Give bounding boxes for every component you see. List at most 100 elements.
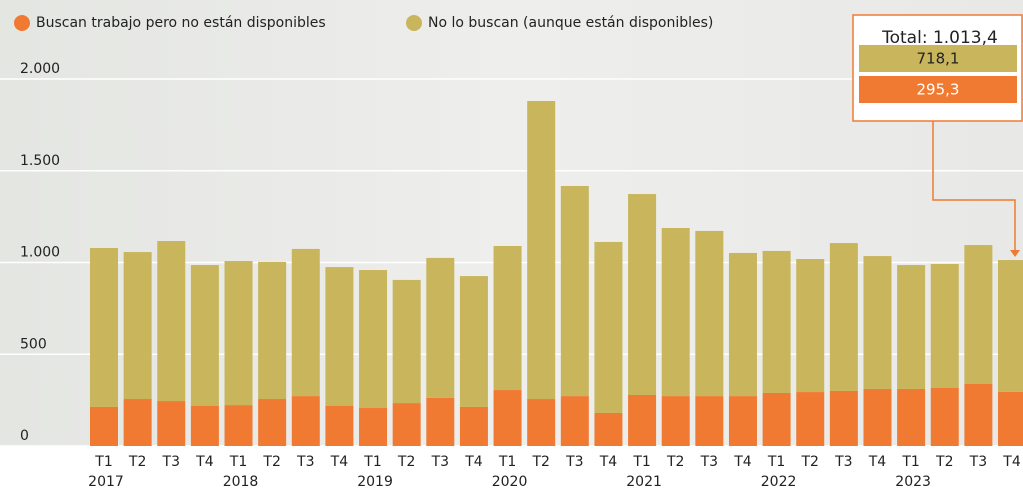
x-year-label: 2020 (492, 474, 528, 490)
bar-segment (964, 245, 992, 384)
x-year-label: 2019 (357, 474, 393, 490)
bar-segment (124, 399, 152, 446)
x-tick-label: T3 (700, 454, 718, 470)
bar-segment (561, 396, 589, 446)
bar-segment (157, 401, 185, 446)
bar-segment (325, 406, 353, 446)
bar-segment (292, 249, 320, 396)
bar-segment (494, 246, 522, 390)
bar-segment (258, 399, 286, 446)
legend-swatch (14, 15, 30, 31)
y-tick-label: 1.000 (20, 245, 60, 261)
bar-segment (359, 270, 387, 408)
bar-segment (325, 267, 353, 406)
bar-segment (460, 276, 488, 407)
y-tick-label: 500 (20, 336, 47, 352)
x-tick-label: T4 (868, 454, 887, 470)
bar-segment (830, 243, 858, 391)
y-tick-label: 2.000 (20, 61, 60, 77)
x-tick-label: T1 (94, 454, 112, 470)
x-tick-label: T2 (397, 454, 415, 470)
x-year-label: 2023 (895, 474, 931, 490)
x-tick-label: T4 (464, 454, 483, 470)
legend-swatch (406, 15, 422, 31)
bar-segment (90, 407, 118, 446)
bar-segment (695, 396, 723, 446)
bar-segment (191, 406, 219, 446)
bar-segment (695, 231, 723, 396)
bar-segment (494, 390, 522, 446)
bar-segment (225, 261, 253, 405)
bar-segment (359, 408, 387, 446)
x-tick-label: T4 (195, 454, 214, 470)
x-tick-label: T2 (128, 454, 146, 470)
x-tick-label: T3 (969, 454, 987, 470)
bar-segment (863, 256, 891, 389)
bar-segment (796, 392, 824, 446)
x-tick-label: T1 (498, 454, 516, 470)
x-tick-label: T1 (363, 454, 381, 470)
bar-segment (225, 405, 253, 446)
x-year-label: 2021 (626, 474, 662, 490)
bar-segment (763, 393, 791, 446)
bar-segment (426, 398, 454, 446)
legend-label: Buscan trabajo pero no están disponibles (36, 15, 326, 31)
bar-segment (157, 241, 185, 401)
bar-segment (931, 264, 959, 388)
bar-segment (729, 253, 757, 396)
bar-segment (561, 186, 589, 396)
bar-segment (931, 388, 959, 446)
x-tick-label: T4 (330, 454, 349, 470)
x-tick-label: T1 (767, 454, 785, 470)
bar-segment (460, 407, 488, 446)
x-year-label: 2018 (223, 474, 259, 490)
bar-segment (897, 389, 925, 446)
bar-segment (527, 399, 555, 446)
bar-segment (594, 413, 622, 446)
x-tick-label: T3 (296, 454, 314, 470)
bar-segment (393, 280, 421, 403)
bar-segment (998, 260, 1023, 392)
bar-segment (90, 248, 118, 407)
x-year-label: 2017 (88, 474, 124, 490)
bar-segment (258, 262, 286, 399)
bar-segment (628, 395, 656, 446)
bar-segment (796, 259, 824, 392)
bar-segment (763, 251, 791, 393)
bar-segment (426, 258, 454, 398)
bar-segment (393, 403, 421, 446)
x-tick-label: T3 (834, 454, 852, 470)
x-tick-label: T2 (800, 454, 818, 470)
bar-segment (191, 265, 219, 406)
x-tick-label: T4 (599, 454, 618, 470)
x-tick-label: T4 (733, 454, 752, 470)
legend-label: No lo buscan (aunque están disponibles) (428, 15, 713, 31)
bar-segment (662, 396, 690, 446)
bar-segment (628, 194, 656, 395)
bar-segment (124, 252, 152, 399)
bar-segment (964, 384, 992, 446)
x-tick-label: T1 (229, 454, 247, 470)
chart: 05001.0001.5002.000 Total: 1.013,4 T1T2T… (0, 0, 1023, 490)
x-tick-label: T2 (935, 454, 953, 470)
x-tick-label: T2 (666, 454, 684, 470)
x-tick-label: T2 (262, 454, 280, 470)
y-tick-label: 0 (20, 428, 29, 444)
bar-segment (998, 392, 1023, 446)
x-tick-label: T3 (431, 454, 449, 470)
bar-segment (292, 396, 320, 446)
x-tick-label: T2 (531, 454, 549, 470)
callout-value: 295,3 (917, 81, 960, 99)
bar-segment (830, 391, 858, 446)
bar-segment (594, 242, 622, 413)
bar-segment (897, 265, 925, 389)
bar-segment (729, 396, 757, 446)
x-year-label: 2022 (761, 474, 797, 490)
x-tick-label: T3 (162, 454, 180, 470)
y-tick-label: 1.500 (20, 153, 60, 169)
x-tick-label: T1 (901, 454, 919, 470)
x-tick-label: T3 (565, 454, 583, 470)
bar-segment (863, 389, 891, 446)
x-tick-label: T1 (632, 454, 650, 470)
bar-segment (662, 228, 690, 396)
